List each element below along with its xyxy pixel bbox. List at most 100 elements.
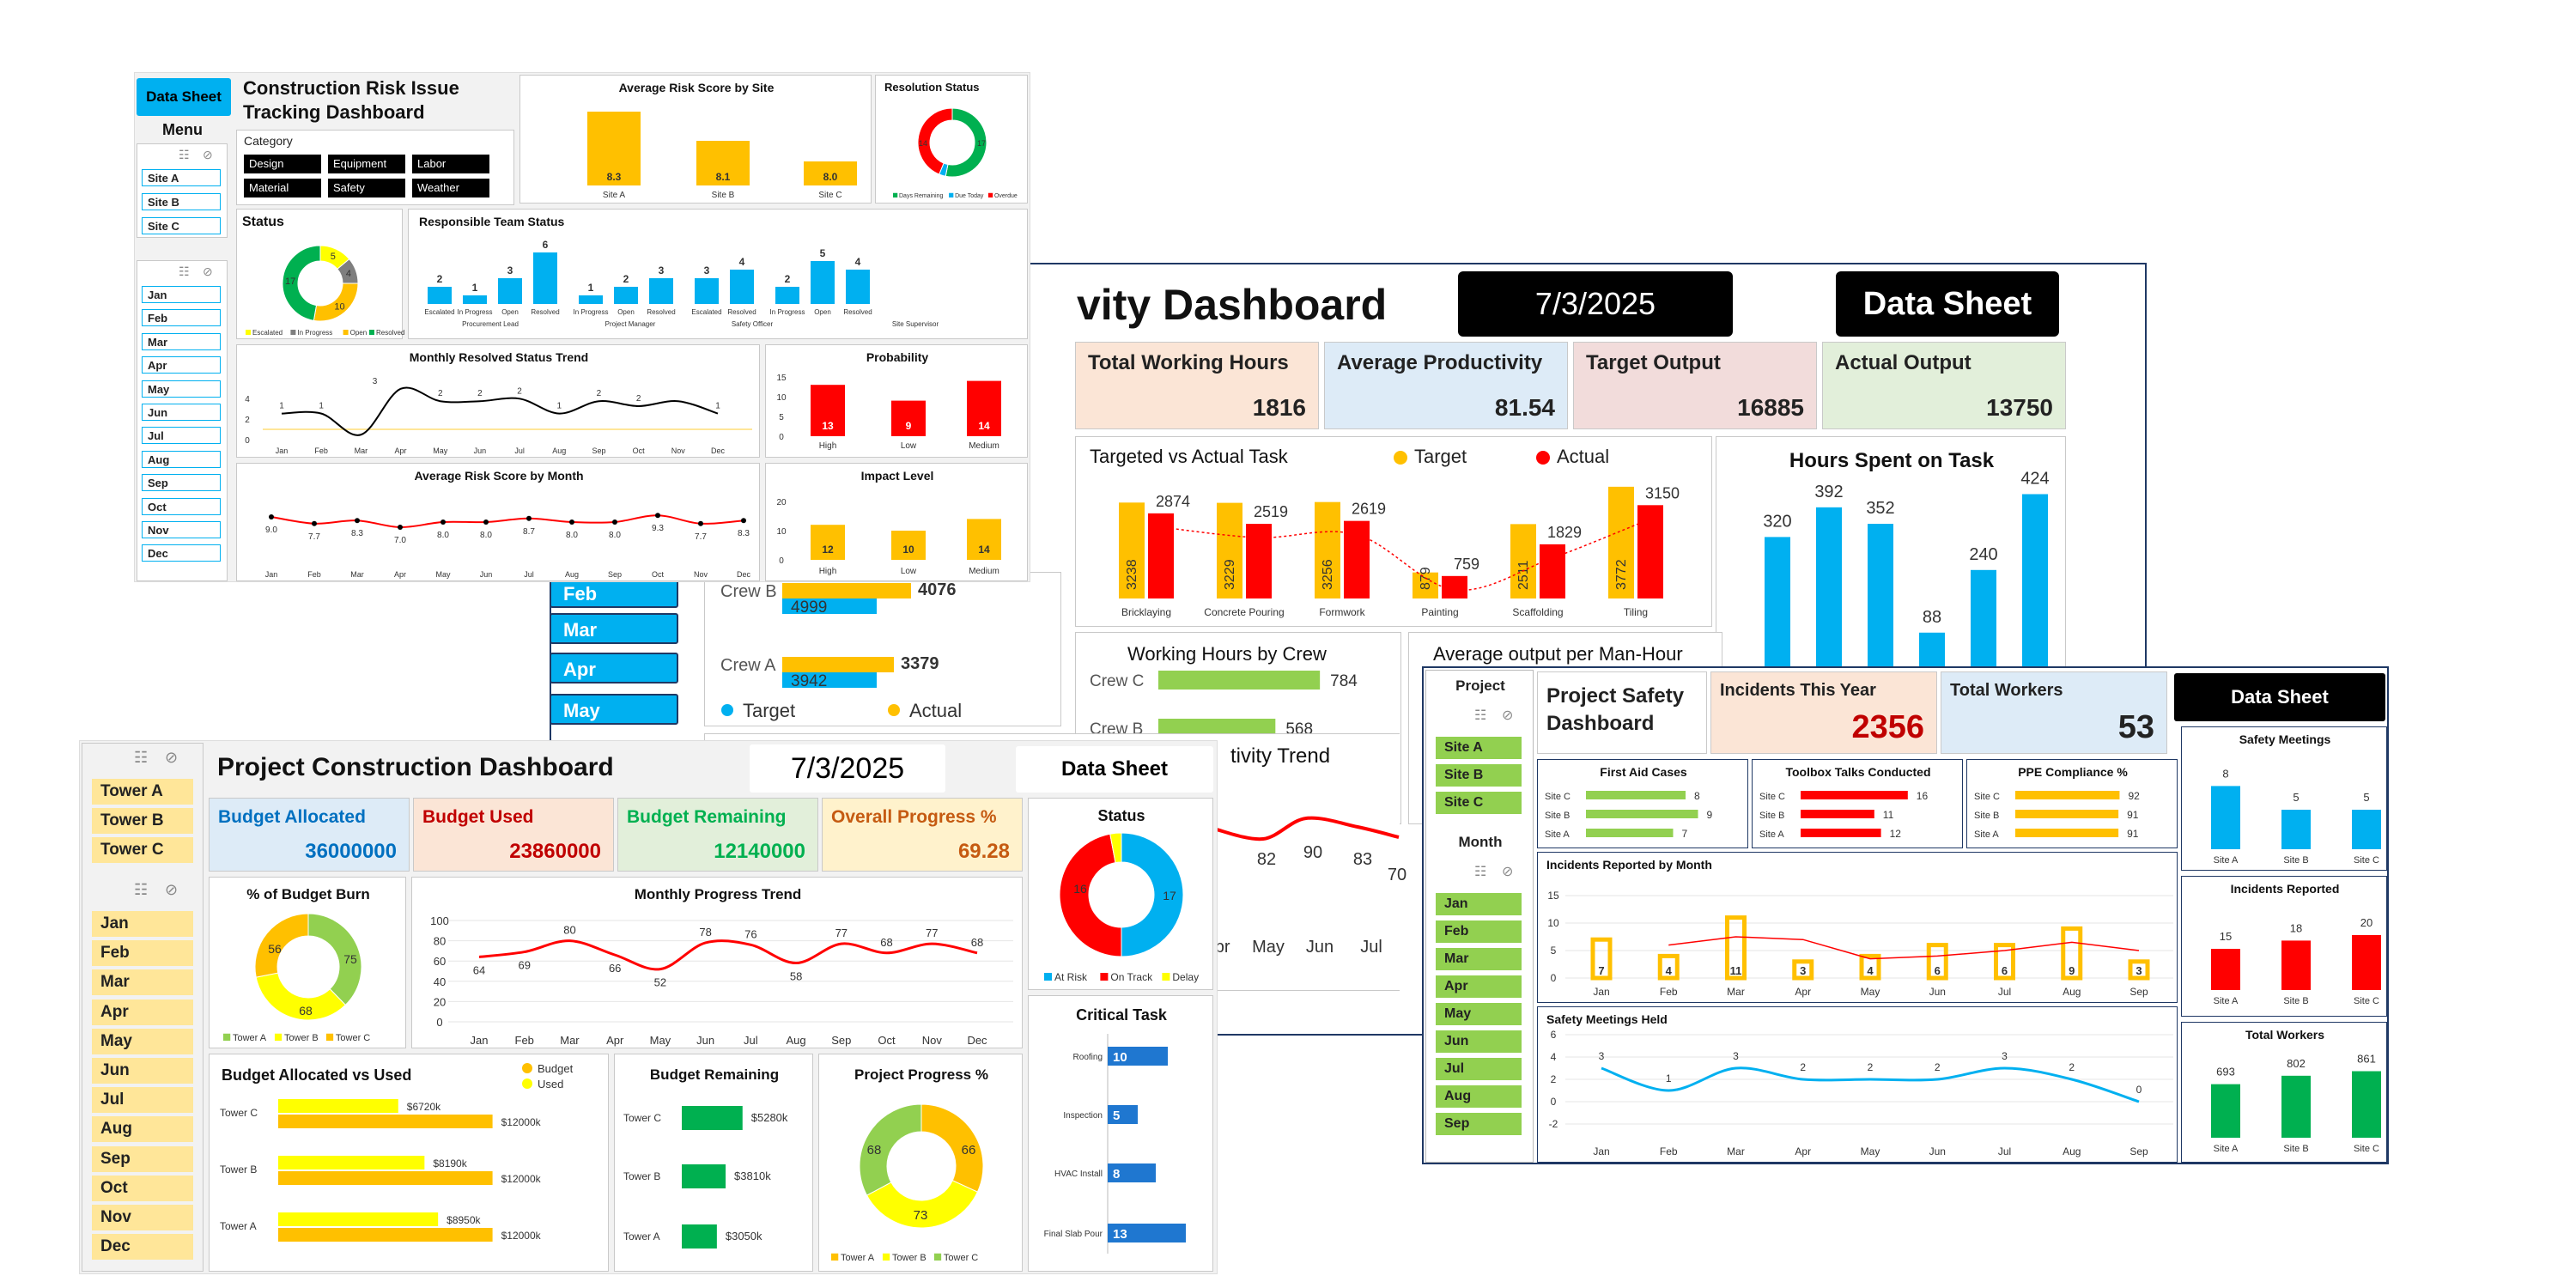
month-button-mar[interactable]: Mar xyxy=(1436,948,1522,970)
tower-button-tower-c[interactable]: Tower C xyxy=(92,837,193,863)
month-button-sep[interactable]: Sep xyxy=(1436,1113,1522,1135)
kpi-label: Target Output xyxy=(1586,351,1721,374)
category-label: Tower B xyxy=(623,1170,660,1182)
clear-filter-icon[interactable]: ⊘ xyxy=(1502,708,1514,723)
month-button-mar[interactable]: Mar xyxy=(142,332,221,350)
multi-select-icon[interactable]: ☷ xyxy=(1474,865,1487,879)
legend-swatch xyxy=(1162,973,1170,981)
category-label: Site C xyxy=(2354,855,2379,866)
category-button-labor[interactable]: Labor xyxy=(412,155,489,173)
month-button-apr[interactable]: Apr xyxy=(550,653,678,683)
tick-label: Jan xyxy=(471,1034,489,1047)
tower-button-tower-a[interactable]: Tower A xyxy=(92,779,193,805)
construction-trend-card: Monthly Progress Trend 0 20 40 60 80 100 64 Jan… xyxy=(411,877,1023,1048)
site-button-site-a[interactable]: Site A xyxy=(142,169,221,186)
month-button-aug[interactable]: Aug xyxy=(1436,1085,1522,1108)
site-button-site-c[interactable]: Site C xyxy=(142,217,221,234)
category-button-material[interactable]: Material xyxy=(244,179,321,197)
site-button-site-b[interactable]: Site B xyxy=(142,193,221,210)
month-button-jan[interactable]: Jan xyxy=(92,911,193,937)
chart-title: Toolbox Talks Conducted xyxy=(1785,765,1931,779)
clear-filter-icon[interactable]: ⊘ xyxy=(203,264,213,278)
month-button-may[interactable]: May xyxy=(142,380,221,398)
month-button-jul[interactable]: Jul xyxy=(142,427,221,445)
month-button-apr[interactable]: Apr xyxy=(1436,975,1522,998)
construction-data-sheet-button[interactable]: Data Sheet xyxy=(1016,746,1213,793)
month-button-mar[interactable]: Mar xyxy=(550,613,678,644)
legend-label: Resolved xyxy=(376,329,404,337)
risk-data-sheet-button[interactable]: Data Sheet xyxy=(137,78,231,116)
category-label: Tower B xyxy=(220,1163,257,1176)
tick-label: Dec xyxy=(737,570,751,579)
category-button-design[interactable]: Design xyxy=(244,155,321,173)
data-label: $5280k xyxy=(751,1111,788,1124)
clear-filter-icon[interactable]: ⊘ xyxy=(165,881,179,898)
month-button-may[interactable]: May xyxy=(550,694,678,725)
multi-select-icon[interactable]: ☷ xyxy=(179,148,190,161)
month-button-nov[interactable]: Nov xyxy=(92,1205,193,1230)
month-button-nov[interactable]: Nov xyxy=(142,521,221,538)
category-button-weather[interactable]: Weather xyxy=(412,179,489,197)
category-button-equipment[interactable]: Equipment xyxy=(328,155,405,173)
month-button-jun[interactable]: Jun xyxy=(1436,1030,1522,1053)
data-point xyxy=(526,515,532,521)
clear-filter-icon[interactable]: ⊘ xyxy=(203,148,213,161)
month-button-sep[interactable]: Sep xyxy=(142,474,221,492)
data-label: 2 xyxy=(437,273,443,285)
month-button-sep[interactable]: Sep xyxy=(92,1145,193,1172)
multi-select-icon[interactable]: ☷ xyxy=(1474,708,1487,723)
kpi-label: Actual Output xyxy=(1835,351,1971,374)
month-button-may[interactable]: May xyxy=(1436,1003,1522,1025)
multi-select-icon[interactable]: ☷ xyxy=(134,749,149,766)
bar xyxy=(775,287,799,304)
category-button-safety[interactable]: Safety xyxy=(328,179,405,197)
clear-filter-icon[interactable]: ⊘ xyxy=(165,749,179,766)
month-button-jul[interactable]: Jul xyxy=(1436,1058,1522,1080)
month-button-apr[interactable]: Apr xyxy=(142,356,221,374)
month-button-jul[interactable]: Jul xyxy=(92,1087,193,1114)
data-label: 3 xyxy=(1599,1050,1605,1062)
clear-filter-icon[interactable]: ⊘ xyxy=(1502,865,1514,879)
multi-select-icon[interactable]: ☷ xyxy=(179,264,190,278)
month-button-mar[interactable]: Mar xyxy=(92,969,193,996)
month-button-feb[interactable]: Feb xyxy=(142,309,221,327)
data-label: 8.3 xyxy=(607,171,622,183)
multi-select-icon[interactable]: ☷ xyxy=(134,881,149,898)
month-button-jan[interactable]: Jan xyxy=(142,286,221,303)
data-label: 12 xyxy=(1890,828,1902,840)
site-button-site-b[interactable]: Site B xyxy=(1436,764,1522,787)
month-button-jan[interactable]: Jan xyxy=(1436,893,1522,915)
month-button-jun[interactable]: Jun xyxy=(142,404,221,421)
safety-title: Project Safety Dashboard xyxy=(1546,684,1685,735)
kpi-value: 23860000 xyxy=(509,840,601,863)
donut-slice xyxy=(917,107,953,175)
bar xyxy=(1868,524,1893,669)
month-button-oct[interactable]: Oct xyxy=(92,1175,193,1201)
tick-label: Mar xyxy=(1727,986,1745,998)
site-button-site-c[interactable]: Site C xyxy=(1436,792,1522,814)
tick-label: Apr xyxy=(394,570,406,579)
tower-button-tower-b[interactable]: Tower B xyxy=(92,808,193,834)
month-button-feb[interactable]: Feb xyxy=(1436,920,1522,943)
month-button-aug[interactable]: Aug xyxy=(92,1116,193,1143)
kpi-label: Budget Remaining xyxy=(627,807,787,827)
data-point xyxy=(440,519,446,525)
data-label: 52 xyxy=(654,976,666,989)
tick-label: Mar xyxy=(560,1034,580,1047)
productivity-data-sheet-button[interactable]: Data Sheet xyxy=(1836,271,2059,337)
month-button-aug[interactable]: Aug xyxy=(142,450,221,468)
site-button-site-a[interactable]: Site A xyxy=(1436,737,1522,759)
data-label: 14 xyxy=(978,544,990,556)
data-label: 2 xyxy=(623,273,629,285)
data-label: 2 xyxy=(597,389,602,398)
month-button-dec[interactable]: Dec xyxy=(142,544,221,562)
month-button-may[interactable]: May xyxy=(92,1028,193,1054)
month-button-feb[interactable]: Feb xyxy=(550,577,678,608)
tick-label: 6 xyxy=(1551,1029,1557,1041)
month-button-dec[interactable]: Dec xyxy=(92,1234,193,1261)
month-button-oct[interactable]: Oct xyxy=(142,497,221,515)
month-button-feb[interactable]: Feb xyxy=(92,940,193,967)
month-button-apr[interactable]: Apr xyxy=(92,999,193,1025)
safety-data-sheet-button[interactable]: Data Sheet xyxy=(2174,673,2385,721)
month-button-jun[interactable]: Jun xyxy=(92,1058,193,1084)
